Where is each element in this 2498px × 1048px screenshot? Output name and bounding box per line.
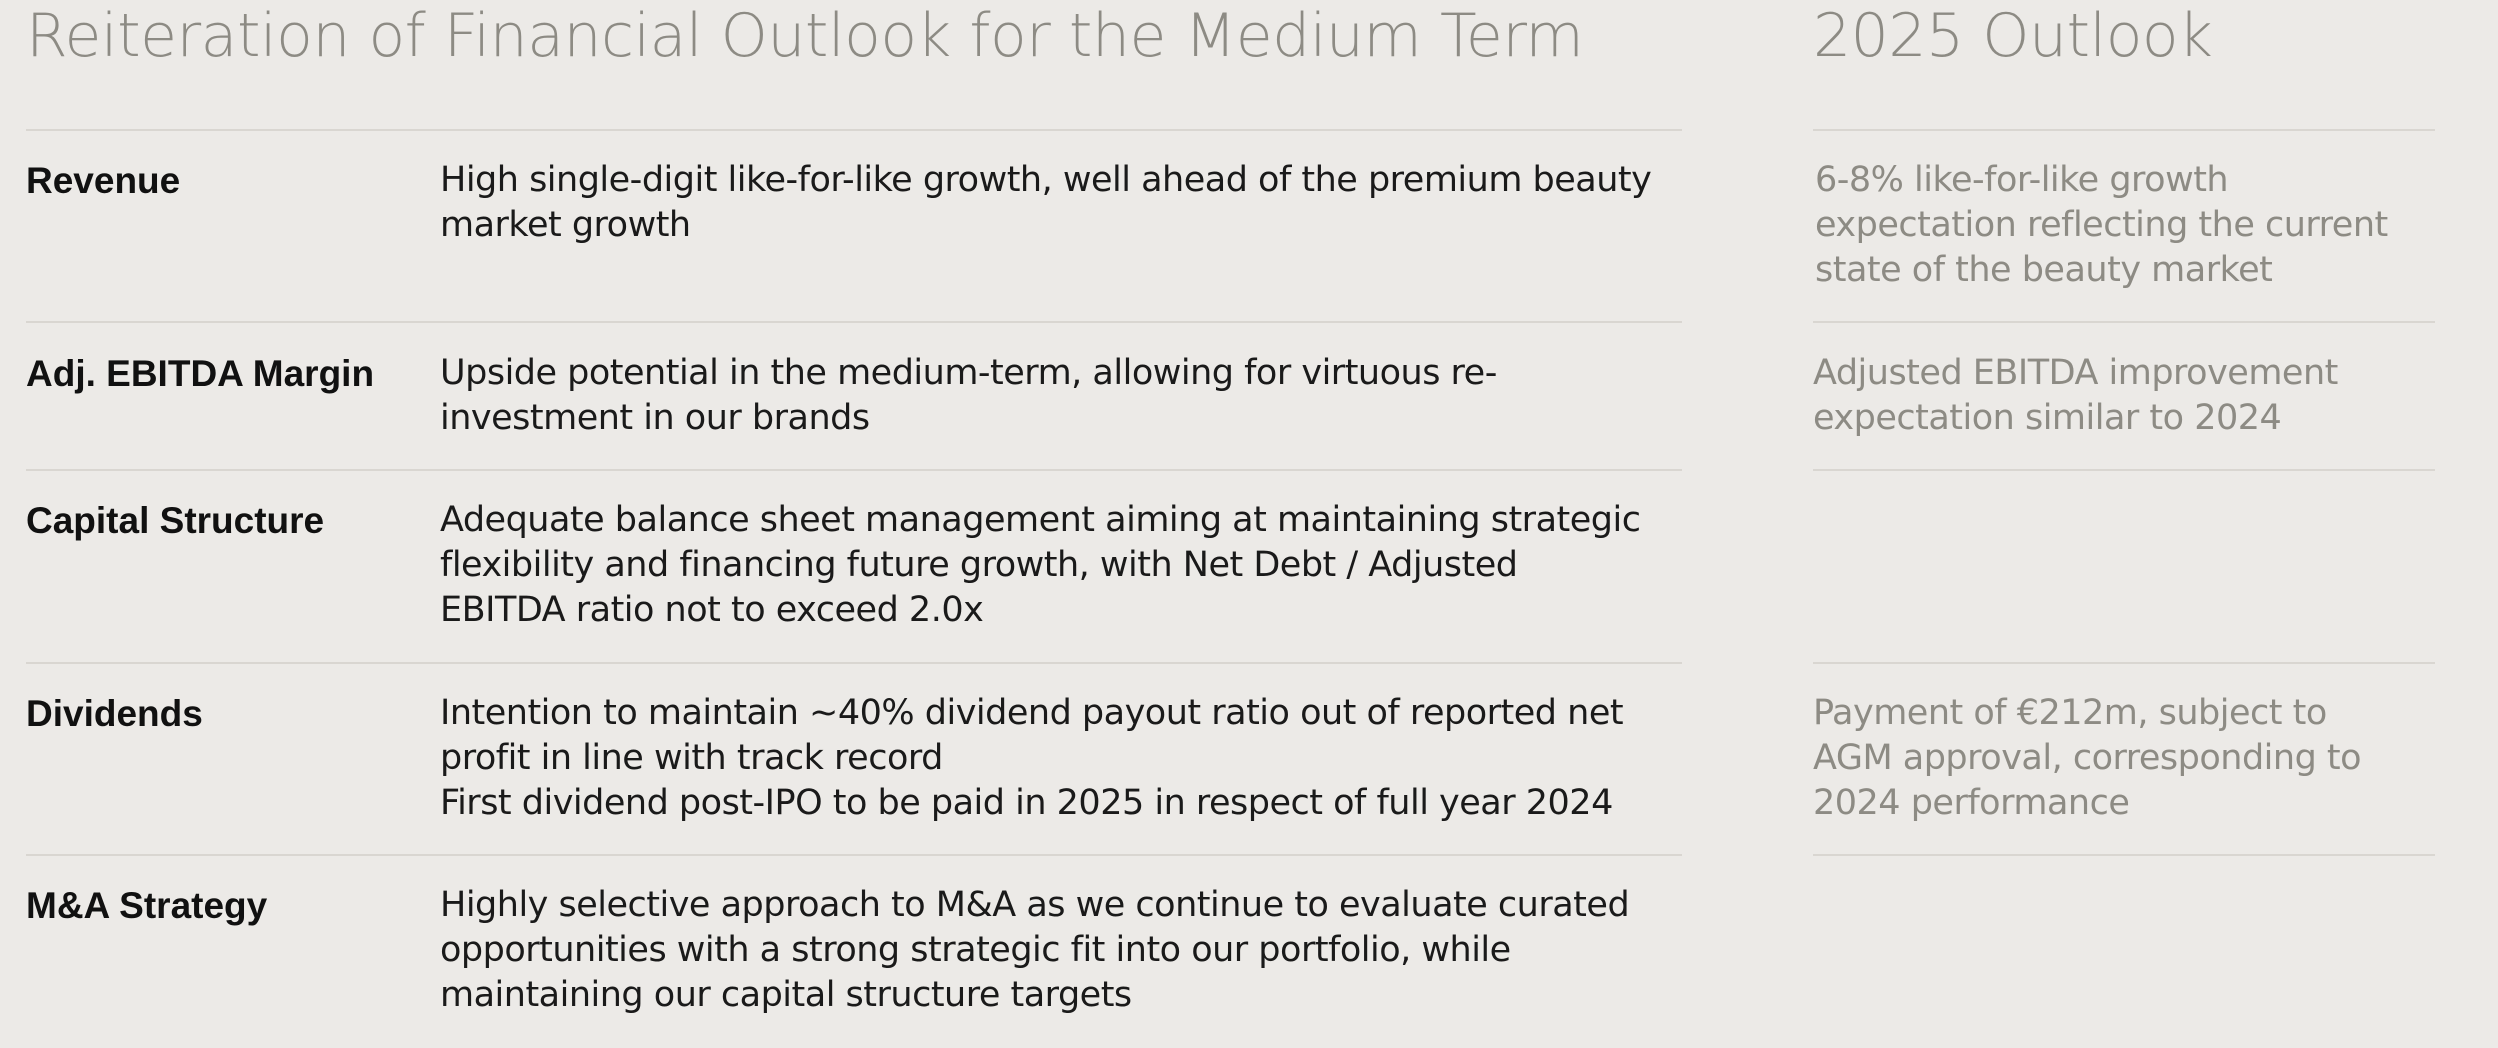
page-title: Reiteration of Financial Outlook for the… [26, 1, 1584, 71]
description-line: Highly selective approach to M&A as we c… [440, 885, 1630, 925]
description-line: profit in line with track record [440, 738, 943, 778]
row-label-dividends: Dividends [26, 693, 203, 734]
description-line: Intention to maintain ~40% dividend payo… [440, 693, 1624, 733]
divider [1813, 662, 2435, 664]
description-line: High single-digit like-for-like growth, … [440, 160, 1652, 200]
divider [26, 321, 1682, 323]
description-line: Upside potential in the medium-term, all… [440, 353, 1497, 393]
divider [26, 854, 1682, 856]
row-description-dividends: Intention to maintain ~40% dividend payo… [440, 691, 1690, 826]
description-line: market growth [440, 205, 691, 245]
divider [1813, 854, 2435, 856]
description-line: EBITDA ratio not to exceed 2.0x [440, 590, 984, 630]
outlook-line: 6-8% like-for-like growth [1815, 160, 2229, 200]
outlook-line: expectation reflecting the current [1815, 205, 2388, 245]
row-outlook-dividends: Payment of €212m, subject to AGM approva… [1813, 691, 2453, 826]
description-line: flexibility and financing future growth,… [440, 545, 1518, 585]
outlook-title: 2025 Outlook [1813, 1, 2213, 71]
row-label-capital-structure: Capital Structure [26, 500, 325, 541]
row-label-revenue: Revenue [26, 160, 181, 201]
row-outlook-ebitda-margin: Adjusted EBITDA improvement expectation … [1813, 351, 2453, 441]
description-line: maintaining our capital structure target… [440, 975, 1132, 1015]
outlook-line: Adjusted EBITDA improvement [1813, 353, 2338, 393]
outlook-line: AGM approval, corresponding to [1813, 738, 2362, 778]
outlook-line: Payment of €212m, subject to [1813, 693, 2327, 733]
description-line: investment in our brands [440, 398, 870, 438]
outlook-line: expectation similar to 2024 [1813, 398, 2282, 438]
divider [26, 129, 1682, 131]
outlook-line: state of the beauty market [1815, 250, 2273, 290]
divider [1813, 469, 2435, 471]
row-description-ma-strategy: Highly selective approach to M&A as we c… [440, 883, 1690, 1018]
divider [26, 662, 1682, 664]
divider [26, 469, 1682, 471]
divider [1813, 321, 2435, 323]
divider [1813, 129, 2435, 131]
row-label-ma-strategy: M&A Strategy [26, 885, 268, 926]
outlook-line: 2024 performance [1813, 783, 2130, 823]
row-description-ebitda-margin: Upside potential in the medium-term, all… [440, 351, 1690, 441]
description-line: Adequate balance sheet management aiming… [440, 500, 1641, 540]
row-description-revenue: High single-digit like-for-like growth, … [440, 158, 1690, 248]
row-outlook-revenue: 6-8% like-for-like growth expectation re… [1815, 158, 2455, 293]
description-line: opportunities with a strong strategic fi… [440, 930, 1511, 970]
row-label-ebitda-margin: Adj. EBITDA Margin [26, 353, 375, 394]
description-line: First dividend post-IPO to be paid in 20… [440, 783, 1613, 823]
row-description-capital-structure: Adequate balance sheet management aiming… [440, 498, 1690, 633]
